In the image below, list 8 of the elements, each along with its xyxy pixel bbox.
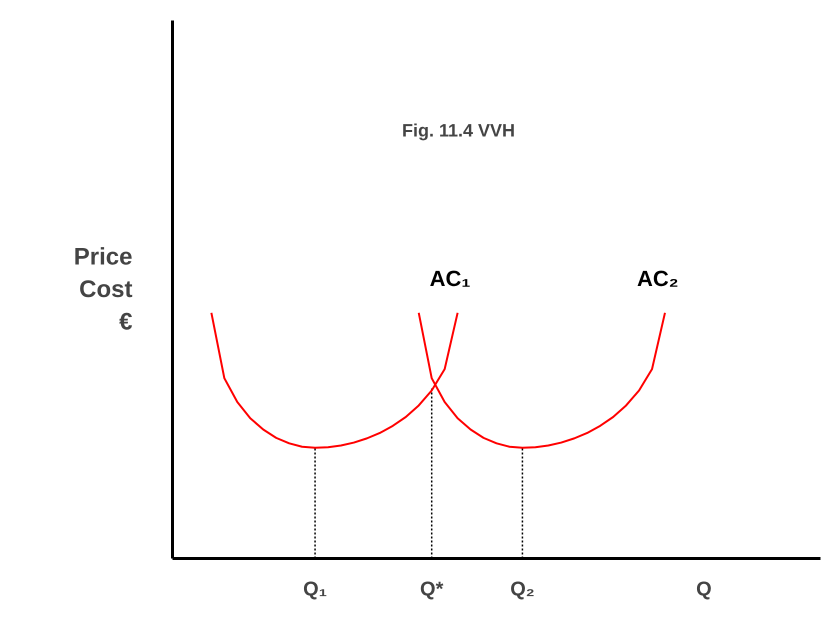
series-label: AC₁ — [430, 266, 470, 291]
x-tick-label: Q₁ — [303, 578, 327, 600]
x-tick-label: Q — [696, 578, 712, 600]
chart-title: Fig. 11.4 VVH — [402, 120, 516, 140]
series-label: AC₂ — [636, 266, 679, 291]
x-tick-label: Q₂ — [510, 578, 535, 600]
y-axis-title: Price Cost € — [74, 244, 133, 336]
x-tick-label: Q* — [420, 578, 444, 600]
